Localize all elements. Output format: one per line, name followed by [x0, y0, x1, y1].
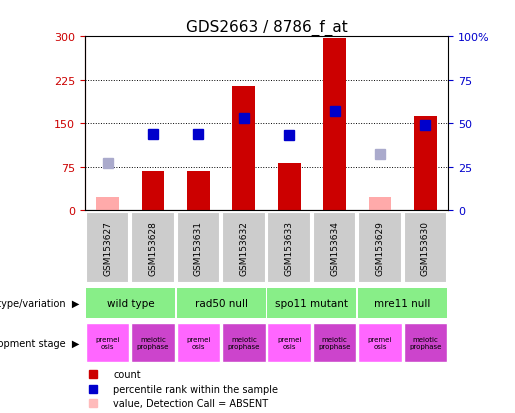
Text: percentile rank within the sample: percentile rank within the sample	[113, 384, 278, 394]
FancyBboxPatch shape	[131, 323, 175, 363]
Text: value, Detection Call = ABSENT: value, Detection Call = ABSENT	[113, 399, 268, 408]
Bar	[369, 198, 391, 211]
Text: rad50 null: rad50 null	[195, 299, 248, 309]
FancyBboxPatch shape	[267, 323, 311, 363]
FancyBboxPatch shape	[267, 289, 356, 318]
Text: count: count	[113, 369, 141, 380]
FancyBboxPatch shape	[267, 212, 311, 283]
Text: premei
osis: premei osis	[186, 336, 211, 349]
Bar	[232, 86, 255, 211]
Text: GSM153628: GSM153628	[148, 221, 158, 275]
FancyBboxPatch shape	[358, 212, 402, 283]
Text: GSM153632: GSM153632	[239, 221, 248, 275]
Text: wild type: wild type	[107, 299, 154, 309]
Title: GDS2663 / 8786_f_at: GDS2663 / 8786_f_at	[185, 20, 348, 36]
FancyBboxPatch shape	[358, 323, 402, 363]
FancyBboxPatch shape	[86, 289, 175, 318]
Text: GSM153633: GSM153633	[285, 221, 294, 275]
Text: development stage  ▶: development stage ▶	[0, 338, 80, 348]
Bar	[323, 39, 346, 211]
Text: GSM153627: GSM153627	[103, 221, 112, 275]
Text: premei
osis: premei osis	[368, 336, 392, 349]
Text: premei
osis: premei osis	[277, 336, 301, 349]
FancyBboxPatch shape	[222, 323, 266, 363]
Bar	[142, 171, 164, 211]
Text: spo11 mutant: spo11 mutant	[276, 299, 348, 309]
Bar	[278, 163, 301, 211]
FancyBboxPatch shape	[177, 289, 266, 318]
Bar	[414, 116, 437, 211]
FancyBboxPatch shape	[177, 212, 220, 283]
Bar	[187, 171, 210, 211]
FancyBboxPatch shape	[177, 323, 220, 363]
Text: premei
osis: premei osis	[95, 336, 120, 349]
Text: meiotic
prophase: meiotic prophase	[137, 336, 169, 349]
FancyBboxPatch shape	[313, 323, 356, 363]
Text: meiotic
prophase: meiotic prophase	[228, 336, 260, 349]
FancyBboxPatch shape	[222, 212, 266, 283]
Text: GSM153629: GSM153629	[375, 221, 385, 275]
Text: GSM153631: GSM153631	[194, 221, 203, 275]
Text: GSM153634: GSM153634	[330, 221, 339, 275]
Text: meiotic
prophase: meiotic prophase	[409, 336, 441, 349]
Text: meiotic
prophase: meiotic prophase	[318, 336, 351, 349]
FancyBboxPatch shape	[404, 212, 447, 283]
Text: mre11 null: mre11 null	[374, 299, 431, 309]
FancyBboxPatch shape	[404, 323, 447, 363]
FancyBboxPatch shape	[313, 212, 356, 283]
FancyBboxPatch shape	[86, 212, 129, 283]
Text: GSM153630: GSM153630	[421, 221, 430, 275]
Text: genotype/variation  ▶: genotype/variation ▶	[0, 299, 80, 309]
FancyBboxPatch shape	[86, 323, 129, 363]
Bar	[96, 198, 119, 211]
FancyBboxPatch shape	[358, 289, 447, 318]
FancyBboxPatch shape	[131, 212, 175, 283]
